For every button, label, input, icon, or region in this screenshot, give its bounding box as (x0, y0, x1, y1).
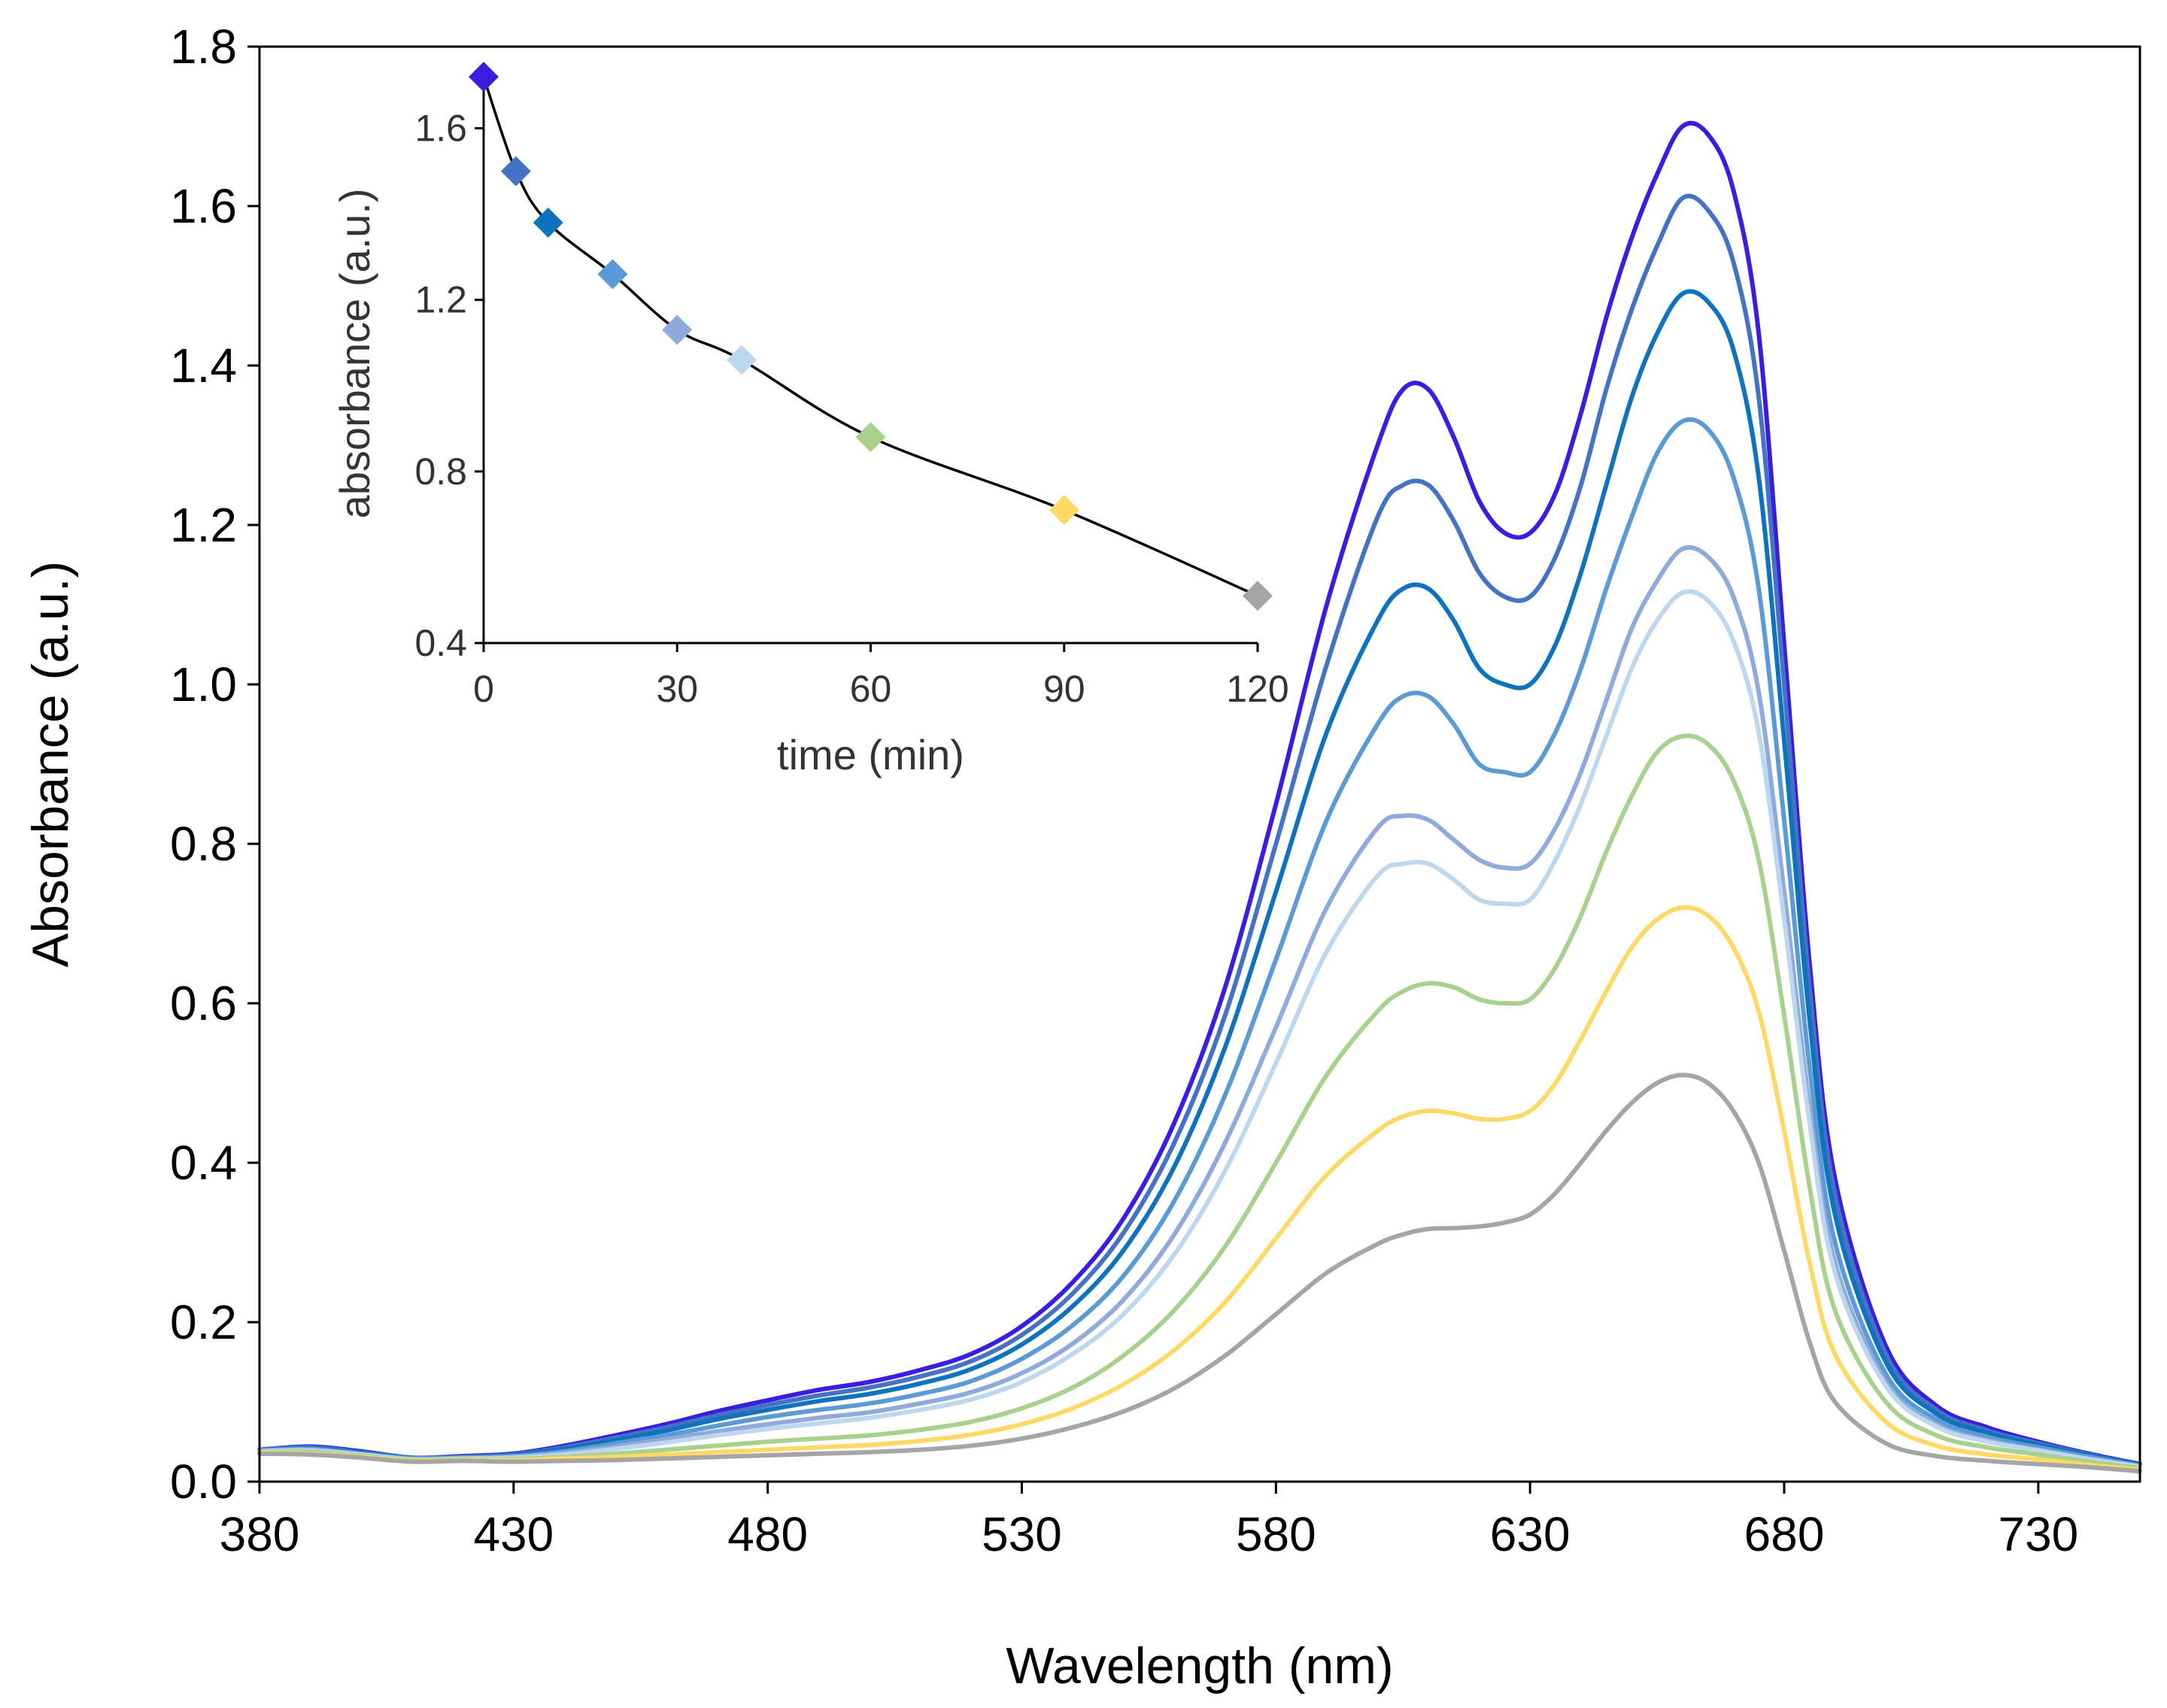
inset-y-ticks: 0.4 0.8 1.2 1.6 (414, 108, 484, 664)
main-x-tick-label: 530 (982, 1507, 1062, 1561)
main-y-tick-label: 0.8 (170, 817, 237, 871)
series-line-7 (257, 905, 2142, 1473)
main-y-tick-label: 0.0 (170, 1455, 237, 1509)
main-y-tick-label: 1.2 (170, 498, 237, 552)
inset-data-point (469, 62, 499, 93)
series-line-6 (257, 733, 2142, 1470)
main-y-ticks: 0.0 0.2 0.4 0.6 0.8 1.0 1.2 1.4 1.6 1.8 (170, 20, 259, 1509)
main-x-tick-label: 580 (1236, 1507, 1316, 1561)
inset-x-ticks: 0 30 60 90 120 (473, 643, 1289, 710)
main-y-tick-label: 1.4 (170, 338, 237, 393)
series-line-5 (257, 589, 2142, 1469)
main-series-group (257, 120, 2142, 1474)
main-plot-border (258, 45, 2141, 1483)
main-y-tick-label: 1.6 (170, 179, 237, 233)
inset-y-tick-label: 0.8 (414, 451, 467, 493)
main-x-tick-label: 380 (220, 1507, 300, 1561)
series-line-8 (257, 1072, 2142, 1474)
inset-x-tick-label: 120 (1226, 668, 1288, 710)
inset-x-tick-label: 0 (473, 668, 494, 710)
inset-y-tick-label: 1.2 (414, 279, 467, 321)
series-line-3 (257, 417, 2142, 1468)
inset-y-tick-label: 0.4 (414, 622, 467, 664)
main-y-axis-label: Absorbance (a.u.) (22, 561, 79, 968)
inset-x-axis-label: time (min) (777, 731, 964, 778)
inset-data-point (855, 422, 886, 453)
inset-data-point (533, 208, 563, 238)
inset-data-point (1049, 495, 1079, 526)
main-x-tick-label: 730 (1998, 1507, 2078, 1561)
series-line-2 (257, 289, 2142, 1467)
main-y-tick-label: 1.8 (170, 20, 237, 74)
inset-x-tick-label: 90 (1043, 668, 1085, 710)
inset-y-tick-label: 1.6 (414, 108, 467, 150)
main-x-axis-label: Wavelength (nm) (1006, 1637, 1393, 1694)
series-line-1 (257, 193, 2142, 1467)
main-y-tick-label: 1.0 (170, 657, 237, 711)
main-plot-frame (258, 45, 2141, 1483)
main-x-ticks: 380 430 480 530 580 630 680 730 (220, 1482, 2078, 1561)
main-x-tick-label: 630 (1490, 1507, 1571, 1561)
inset-x-tick-label: 60 (850, 668, 892, 710)
inset-x-tick-label: 30 (656, 668, 698, 710)
main-x-tick-label: 480 (727, 1507, 808, 1561)
inset-data-point (1243, 581, 1273, 611)
main-y-tick-label: 0.2 (170, 1295, 237, 1349)
inset-series-group (469, 62, 1273, 611)
inset-data-point (500, 156, 531, 187)
inset-y-axis-label: absorbance (a.u.) (331, 189, 378, 519)
main-x-tick-label: 680 (1744, 1507, 1825, 1561)
main-x-tick-label: 430 (473, 1507, 554, 1561)
inset-data-point (662, 314, 693, 345)
inset-data-point (727, 344, 757, 375)
inset-data-point (597, 259, 628, 290)
main-y-tick-label: 0.4 (170, 1136, 237, 1190)
main-y-tick-label: 0.6 (170, 976, 237, 1030)
